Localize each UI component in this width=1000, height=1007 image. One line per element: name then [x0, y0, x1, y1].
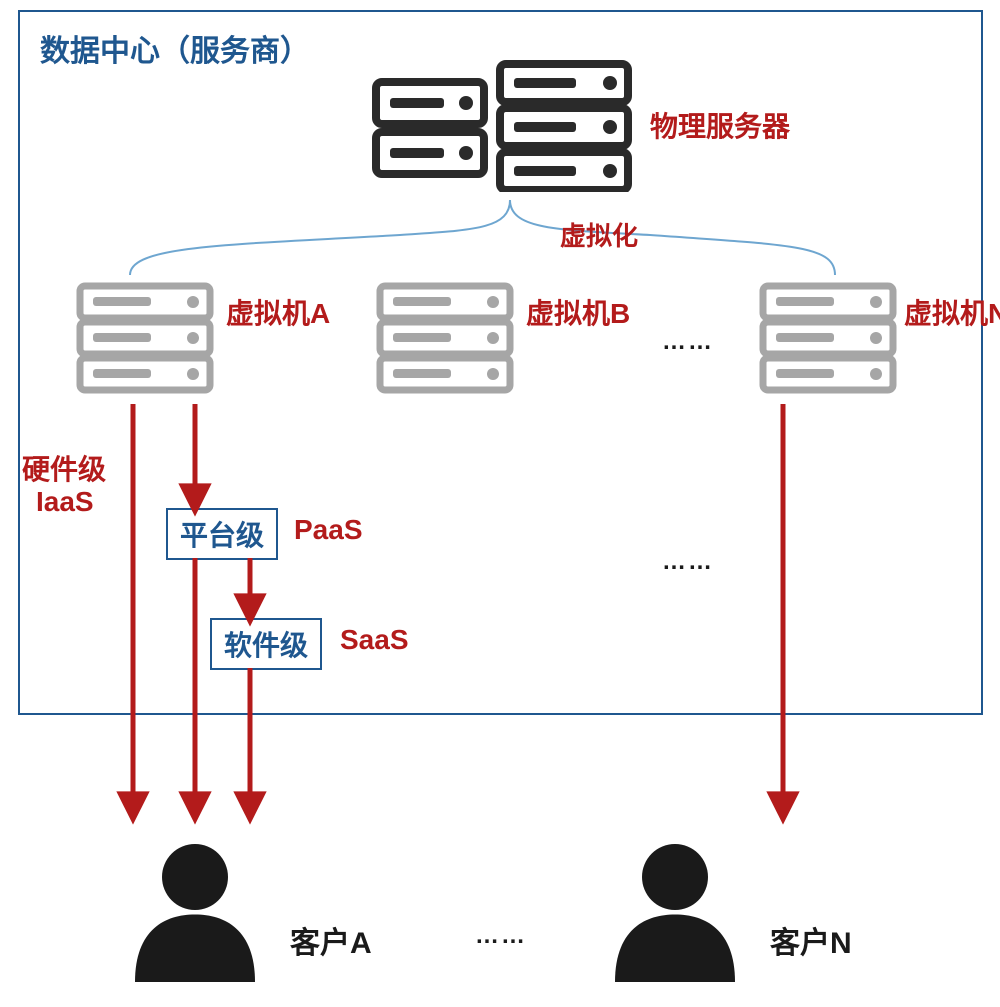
diagram-canvas: 数据中心（服务商）: [0, 0, 1000, 1007]
customer-n-label: 客户N: [770, 918, 852, 962]
customer-n-icon: [600, 832, 750, 982]
customer-a-icon: [120, 832, 270, 982]
customers-ellipsis: ……: [475, 922, 527, 950]
customer-a-label: 客户A: [290, 918, 372, 962]
